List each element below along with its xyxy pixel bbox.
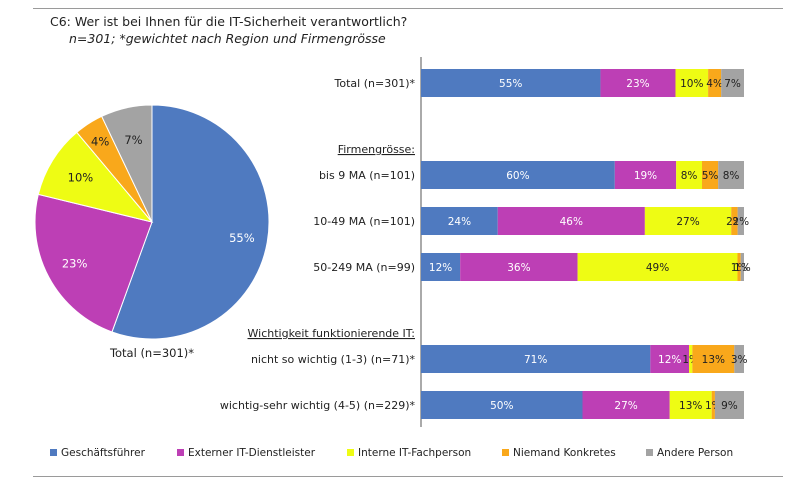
bar-segment-total-andere xyxy=(721,69,744,97)
bar-segment-bis-9-extern xyxy=(614,161,677,189)
pie-slice-geschaeftsfuehrer xyxy=(111,104,270,340)
legend-item-intern-swatch xyxy=(347,449,354,456)
stacked-bars: Total (n=301)* 55% 23% 10% 4% 7% bis 9 MA (n=1… xyxy=(220,69,751,419)
legend-item-extern: Externer IT-Dienstleister xyxy=(188,447,316,459)
bar-value-label: 50% xyxy=(490,400,513,412)
bar-segment-wichtig-geschaeftsfuehrer xyxy=(421,391,583,419)
bar-segment-wichtig-intern xyxy=(669,391,712,419)
bar-segment-10-49-intern xyxy=(644,207,732,235)
bar-value-label: 13% xyxy=(702,354,725,366)
bar-segment-50-249-andere xyxy=(740,253,744,281)
bar-segment-10-49-extern xyxy=(497,207,645,235)
bar-segment-wichtig-extern xyxy=(582,391,670,419)
bar-value-label: 4% xyxy=(706,78,723,90)
bar-value-label: 10% xyxy=(680,78,703,90)
bar-segment-total-intern xyxy=(675,69,709,97)
legend-item-andere: Andere Person xyxy=(657,447,733,459)
bar-segment-wichtig-niemand xyxy=(711,391,715,419)
legend-item-geschaeftsfuehrer-swatch xyxy=(50,449,57,456)
bar-value-label: 9% xyxy=(721,400,738,412)
bar-segment-bis-9-niemand xyxy=(702,161,719,189)
bar-value-label: 1% xyxy=(734,262,751,274)
row-label-wichtig: wichtig-sehr wichtig (4-5) (n=229)* xyxy=(220,399,416,412)
bar-value-label: 46% xyxy=(560,216,583,228)
bar-value-label: 8% xyxy=(681,170,698,182)
group-header-wichtigkeit: Wichtigkeit funktionierende IT: xyxy=(248,327,415,340)
legend: Geschäftsführer Externer IT-Dienstleister… xyxy=(50,447,733,459)
bar-value-label: 3% xyxy=(731,354,748,366)
legend-item-niemand-swatch xyxy=(502,449,509,456)
bar-value-label: 24% xyxy=(448,216,471,228)
bar-segment-bis-9-geschaeftsfuehrer xyxy=(421,161,615,189)
pie-label: 10% xyxy=(68,171,94,185)
row-label-10-49: 10-49 MA (n=101) xyxy=(313,215,415,228)
bar-segment-bis-9-intern xyxy=(676,161,703,189)
pie-chart: 55% 23% 10% 4% 7% xyxy=(34,104,270,340)
bar-segment-10-49-niemand xyxy=(731,207,738,235)
bar-value-label: 8% xyxy=(723,170,740,182)
bar-value-label: 23% xyxy=(626,78,649,90)
top-rule xyxy=(33,8,783,9)
bar-value-label: 27% xyxy=(614,400,637,412)
bar-segment-nicht-wichtig-geschaeftsfuehrer xyxy=(421,345,651,373)
legend-item-intern: Interne IT-Fachperson xyxy=(358,447,471,459)
bar-value-label: 60% xyxy=(506,170,529,182)
bar-value-label: 12% xyxy=(429,262,452,274)
pie-label: 23% xyxy=(62,256,88,270)
pie-slice-andere xyxy=(101,104,153,223)
legend-item-andere-swatch xyxy=(646,449,653,456)
group-header-firmengroesse: Firmengrösse: xyxy=(338,143,415,156)
pie-label: 55% xyxy=(229,231,255,245)
bar-value-label: 27% xyxy=(676,216,699,228)
bar-segment-50-249-intern xyxy=(577,253,738,281)
bar-value-label: 12% xyxy=(658,354,681,366)
bar-value-label: 13% xyxy=(679,400,702,412)
bar-value-label: 5% xyxy=(702,170,719,182)
bar-segment-bis-9-andere xyxy=(718,161,744,189)
bar-segment-50-249-geschaeftsfuehrer xyxy=(421,253,461,281)
bar-value-label: 19% xyxy=(634,170,657,182)
bar-segment-total-geschaeftsfuehrer xyxy=(421,69,601,97)
group-headers: Firmengrösse: Wichtigkeit funktionierende… xyxy=(248,143,415,340)
bar-value-label: 49% xyxy=(646,262,669,274)
pie-slice-extern xyxy=(34,193,153,333)
pie-label: 4% xyxy=(91,134,109,148)
chart-subtitle: n=301; *gewichtet nach Region und Firmen… xyxy=(69,31,386,46)
row-label-total: Total (n=301)* xyxy=(334,77,416,90)
bar-value-label: 71% xyxy=(524,354,547,366)
bar-segment-50-249-extern xyxy=(460,253,578,281)
row-label-50-249: 50-249 MA (n=99) xyxy=(313,261,415,274)
bar-segment-nicht-wichtig-intern xyxy=(689,345,693,373)
bar-segment-10-49-geschaeftsfuehrer xyxy=(421,207,498,235)
bar-segment-nicht-wichtig-extern xyxy=(650,345,690,373)
bar-value-label: 7% xyxy=(724,78,741,90)
legend-item-extern-swatch xyxy=(177,449,184,456)
chart-title: C6: Wer ist bei Ihnen für die IT-Sicherh… xyxy=(50,14,408,29)
row-label-nicht-wichtig: nicht so wichtig (1-3) (n=71)* xyxy=(251,353,416,366)
bar-segment-wichtig-andere xyxy=(714,391,744,419)
pie-label: 7% xyxy=(124,133,142,147)
bottom-rule xyxy=(33,476,783,477)
bar-segment-10-49-andere xyxy=(737,207,744,235)
bar-segment-total-extern xyxy=(600,69,676,97)
bar-segment-nicht-wichtig-andere xyxy=(734,345,744,373)
pie-caption: Total (n=301)* xyxy=(109,346,194,360)
legend-item-niemand: Niemand Konkretes xyxy=(513,447,616,459)
bar-segment-50-249-niemand xyxy=(737,253,741,281)
pie-slice-intern xyxy=(37,131,154,223)
legend-item-geschaeftsfuehrer: Geschäftsführer xyxy=(61,447,146,459)
bar-value-label: 36% xyxy=(507,262,530,274)
bar-segment-nicht-wichtig-niemand xyxy=(692,345,735,373)
bar-value-label: 2% xyxy=(732,216,749,228)
bar-segment-total-niemand xyxy=(708,69,722,97)
bar-value-label: 55% xyxy=(499,78,522,90)
row-label-bis-9: bis 9 MA (n=101) xyxy=(319,169,415,182)
